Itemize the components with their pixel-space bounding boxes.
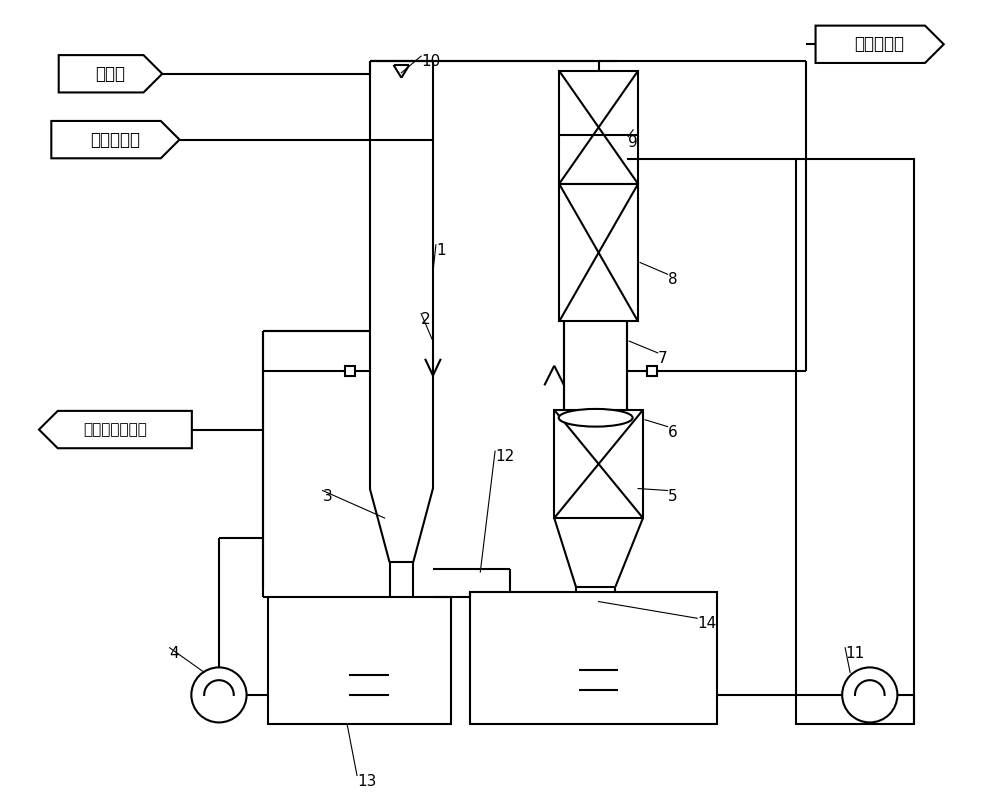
- Bar: [268, 597, 451, 724]
- Polygon shape: [51, 121, 180, 159]
- Text: 14: 14: [697, 616, 716, 631]
- Text: 1: 1: [436, 243, 446, 258]
- Bar: [647, 366, 657, 375]
- Text: 4: 4: [170, 646, 179, 661]
- Bar: [554, 410, 643, 518]
- Text: 9: 9: [628, 135, 638, 150]
- Polygon shape: [39, 411, 192, 448]
- Bar: [559, 71, 638, 184]
- Text: 11: 11: [845, 646, 864, 661]
- Circle shape: [191, 667, 247, 722]
- Bar: [796, 159, 914, 724]
- Text: 3: 3: [322, 489, 332, 503]
- Bar: [559, 184, 638, 321]
- Text: 8: 8: [668, 273, 677, 287]
- Text: 2: 2: [421, 311, 431, 327]
- Ellipse shape: [559, 409, 633, 426]
- Text: 工业水: 工业水: [95, 65, 125, 83]
- Text: 排放至大气: 排放至大气: [855, 36, 905, 53]
- Bar: [345, 366, 355, 375]
- Text: 10: 10: [421, 54, 440, 69]
- Text: 去甲醛溶液储罐: 去甲醛溶液储罐: [83, 422, 147, 437]
- Circle shape: [842, 667, 897, 722]
- Text: 6: 6: [668, 425, 677, 439]
- Text: 13: 13: [357, 773, 376, 789]
- Polygon shape: [816, 26, 944, 63]
- Polygon shape: [59, 55, 162, 92]
- Text: 除尘后废气: 除尘后废气: [90, 130, 140, 149]
- Text: 5: 5: [668, 489, 677, 503]
- Bar: [470, 591, 717, 724]
- Text: 12: 12: [495, 449, 514, 464]
- Text: 7: 7: [658, 351, 667, 366]
